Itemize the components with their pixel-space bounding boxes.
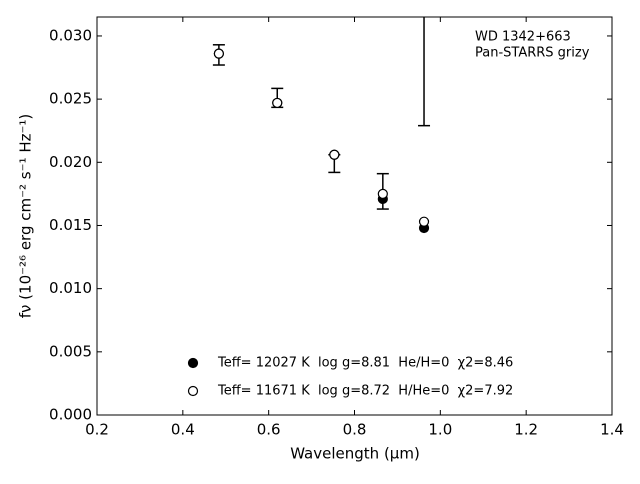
legend-label: Teff= 12027 K log g=8.81 He/H=0 χ2=8.46	[217, 356, 513, 371]
x-tick-label: 0.2	[85, 421, 109, 439]
y-tick-label: 0.030	[49, 26, 92, 44]
y-tick-label: 0.005	[49, 342, 92, 360]
y-axis-label: fν (10⁻²⁶ erg cm⁻² s⁻¹ Hz⁻¹)	[17, 114, 35, 319]
error-bar	[418, 17, 431, 127]
x-tick-label: 1.0	[428, 421, 452, 439]
y-tick-label: 0.010	[49, 279, 92, 297]
x-tick-label: 0.6	[257, 421, 281, 439]
data-point	[329, 149, 340, 160]
legend-marker	[187, 385, 199, 397]
x-tick-label: 0.8	[343, 421, 367, 439]
x-tick-label: 0.4	[171, 421, 195, 439]
legend-marker	[187, 357, 199, 369]
x-tick-label: 1.4	[600, 421, 624, 439]
data-point	[213, 48, 224, 59]
data-point	[377, 188, 388, 199]
y-tick-label: 0.020	[49, 153, 92, 171]
data-point	[272, 97, 283, 109]
annotation: WD 1342+663	[475, 30, 571, 45]
y-tick-label: 0.015	[49, 216, 92, 234]
data-point	[418, 216, 430, 227]
plot-area	[212, 17, 431, 234]
x-tick-label: 1.2	[514, 421, 538, 439]
legend-label: Teff= 11671 K log g=8.72 H/He=0 χ2=7.92	[217, 384, 513, 399]
y-tick-label: 0.000	[49, 406, 92, 424]
annotation: Pan-STARRS grizy	[475, 46, 590, 61]
y-tick-label: 0.025	[49, 90, 92, 108]
x-axis-label: Wavelength (μm)	[290, 445, 420, 463]
